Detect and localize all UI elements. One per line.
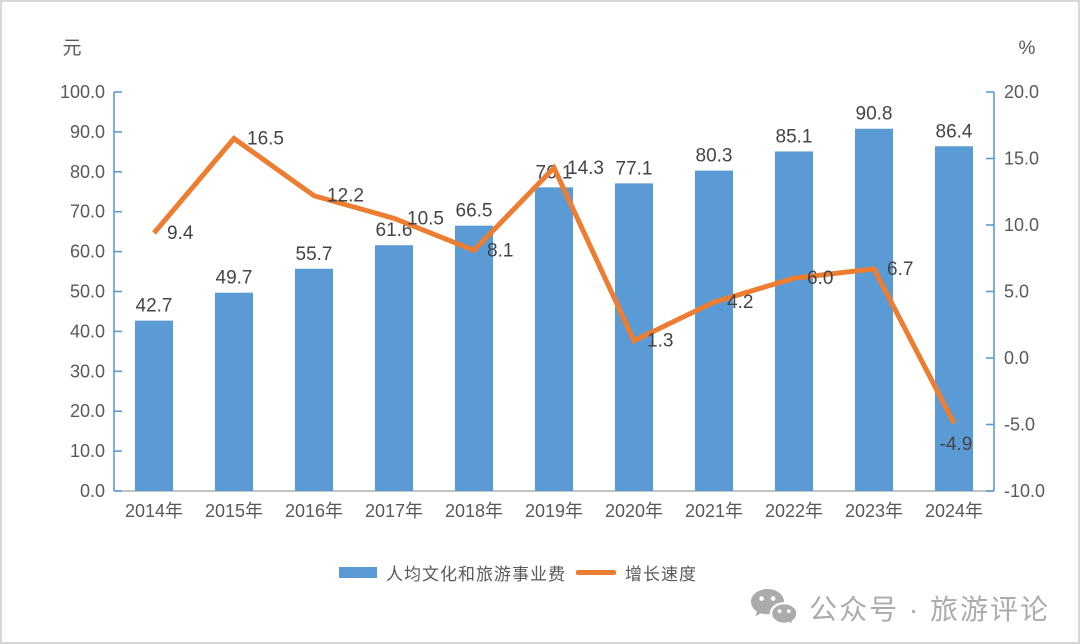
bar-2019年	[535, 187, 573, 491]
line-point-label: 8.1	[487, 240, 513, 261]
line-point-label: 6.0	[807, 268, 833, 289]
bar-value-label: 66.5	[456, 201, 493, 222]
line-series-swatch	[576, 570, 616, 575]
left-axis-unit-label: 元	[62, 38, 81, 59]
bar-value-label: 61.6	[376, 220, 413, 241]
left-axis-tick-label: 90.0	[70, 122, 105, 142]
left-axis-tick-label: 70.0	[70, 202, 105, 222]
left-axis-tick-label: 80.0	[70, 162, 105, 182]
right-axis-tick-label: 15.0	[1004, 149, 1039, 169]
x-axis-label-2015年: 2015年	[205, 501, 263, 521]
line-point-label: 12.2	[327, 186, 364, 207]
left-axis-tick-label: 40.0	[70, 321, 105, 341]
right-axis-tick-label: -5.0	[1004, 415, 1035, 435]
bar-value-label: 42.7	[136, 296, 173, 317]
x-axis-label-2016年: 2016年	[285, 501, 343, 521]
line-point-label: 6.7	[887, 259, 913, 280]
bar-2021年	[695, 170, 733, 491]
left-axis-tick-label: 50.0	[70, 282, 105, 302]
line-point-label: 10.5	[407, 208, 444, 229]
line-point-label: 14.3	[567, 158, 604, 179]
line-point-label: 16.5	[247, 129, 284, 150]
line-point-label: 9.4	[167, 223, 194, 244]
bar-series-swatch	[339, 567, 377, 578]
bar-2017年	[375, 245, 413, 491]
x-axis-label-2019年: 2019年	[525, 501, 583, 521]
x-axis-label-2021年: 2021年	[685, 501, 743, 521]
wechat-icon	[751, 589, 799, 629]
x-axis-label-2020年: 2020年	[605, 501, 663, 521]
legend-item-line-series: 增长速度	[576, 560, 697, 585]
right-axis-tick-label: -10.0	[1004, 481, 1045, 501]
right-axis-tick-label: 0.0	[1004, 348, 1029, 368]
bar-value-label: 86.4	[936, 121, 973, 142]
line-point-label: 4.2	[727, 292, 753, 313]
bar-value-label: 77.1	[616, 158, 653, 179]
bar-2022年	[775, 151, 813, 492]
legend-item-bar-series: 人均文化和旅游事业费	[339, 560, 566, 585]
x-axis-label-2023年: 2023年	[845, 501, 903, 521]
bar-value-label: 80.3	[696, 146, 733, 167]
x-axis-label-2024年: 2024年	[925, 501, 983, 521]
right-axis-tick-label: 5.0	[1004, 282, 1029, 302]
x-axis-label-2017年: 2017年	[365, 501, 423, 521]
line-point-label: -4.9	[940, 434, 973, 455]
x-axis-label-2014年: 2014年	[125, 501, 183, 521]
x-axis-label-2018年: 2018年	[445, 501, 503, 521]
line-series-label: 增长速度	[625, 565, 697, 584]
growth-rate-line	[152, 135, 957, 425]
left-axis-tick-label: 0.0	[80, 481, 105, 501]
bar-value-label: 55.7	[296, 244, 333, 265]
bar-2023年	[855, 128, 893, 491]
left-axis-tick-label: 10.0	[70, 441, 105, 461]
bar-2014年	[135, 320, 173, 491]
left-axis-tick-label: 60.0	[70, 242, 105, 262]
line-point-label: 1.3	[647, 331, 673, 352]
bar-2018年	[455, 225, 493, 492]
watermark-text: 公众号 · 旅游评论	[809, 594, 1050, 625]
watermark: 公众号 · 旅游评论	[749, 586, 1050, 630]
bar-value-label: 90.8	[856, 104, 893, 125]
bar-series-label: 人均文化和旅游事业费	[386, 565, 566, 584]
right-axis-unit-label: %	[1019, 38, 1036, 59]
bar-2024年	[935, 146, 973, 492]
right-axis-tick-label: 20.0	[1004, 82, 1039, 102]
bar-2016年	[295, 268, 333, 491]
right-axis-tick-label: 10.0	[1004, 215, 1039, 235]
x-axis-label-2022年: 2022年	[765, 501, 823, 521]
combo-chart: 元 % 0.0 10.0 20.0 30.0 40.0 50.0 60.0 70.0 80.0 90.…	[60, 38, 1045, 521]
left-axis-tick-label: 30.0	[70, 361, 105, 381]
left-axis-tick-label: 20.0	[70, 401, 105, 421]
bar-value-label: 49.7	[216, 268, 253, 289]
chart-legend: 人均文化和旅游事业费 增长速度	[2, 560, 1056, 585]
left-axis-tick-label: 100.0	[60, 82, 105, 102]
bar-value-label: 85.1	[776, 126, 813, 147]
bar-2015年	[215, 292, 253, 491]
